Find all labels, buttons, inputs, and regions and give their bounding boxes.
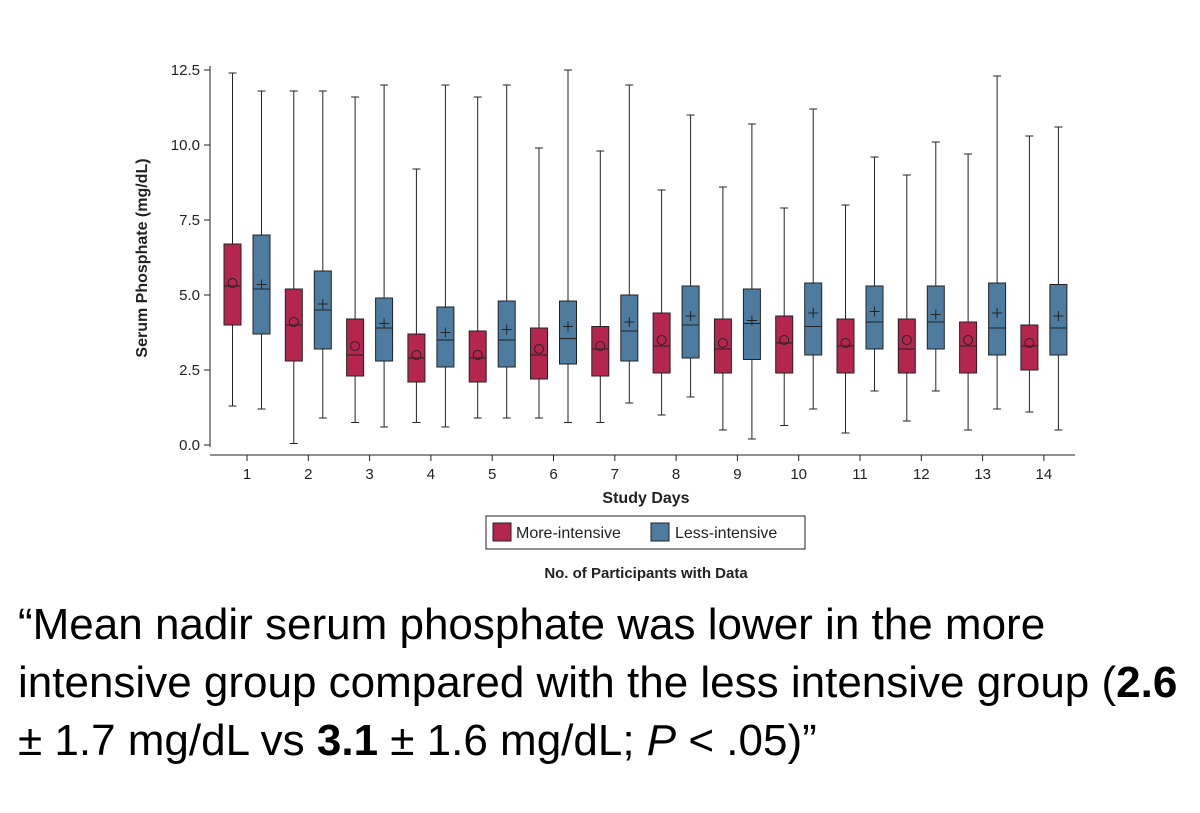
quote-mid-2: ± 1.6 mg/dL;	[378, 716, 647, 765]
box-more-intensive	[897, 318, 916, 374]
box-more-intensive	[468, 330, 487, 383]
quote-value-more-intensive: 2.6	[1116, 658, 1178, 707]
box-less-intensive	[681, 285, 700, 359]
x-tick-label: 13	[974, 466, 991, 483]
legend: More-intensive Less-intensive	[485, 515, 806, 550]
participants-footer-label: No. of Participants with Data	[544, 565, 748, 582]
y-tick-label: 7.5	[179, 212, 200, 229]
mean-marker-more-intensive	[288, 317, 299, 327]
x-tick-label: 8	[672, 466, 680, 483]
y-tick-label: 12.5	[171, 62, 200, 79]
quote-p-symbol: P	[646, 716, 677, 765]
mean-marker-more-intensive	[411, 350, 422, 360]
x-tick-label: 14	[1036, 466, 1053, 483]
box-more-intensive	[959, 321, 978, 374]
mean-marker-more-intensive	[656, 335, 667, 345]
legend-label-less-intensive: Less-intensive	[675, 525, 777, 542]
y-tick-label: 2.5	[179, 362, 200, 379]
mean-marker-more-intensive	[350, 341, 361, 351]
quote-mid-1: ± 1.7 mg/dL vs	[18, 716, 317, 765]
x-tick-label: 9	[733, 466, 741, 483]
x-axis-title: Study Days	[602, 490, 689, 507]
box-more-intensive	[591, 326, 610, 377]
mean-marker-more-intensive	[963, 335, 974, 345]
mean-marker-more-intensive	[901, 335, 912, 345]
quote-open: “Mean nadir serum phosphate was lower in…	[18, 600, 1117, 707]
mean-marker-more-intensive	[534, 344, 544, 354]
box-less-intensive	[804, 282, 823, 356]
x-tick-label: 6	[549, 466, 557, 483]
x-tick-label: 12	[913, 466, 930, 483]
x-tick-label: 7	[611, 466, 619, 483]
y-axis-title: Serum Phosphate (mg/dL)	[134, 158, 151, 357]
x-tick-label: 1	[243, 466, 251, 483]
x-tick-label: 11	[852, 466, 868, 483]
y-tick-label: 0.0	[179, 437, 200, 454]
box-less-intensive	[620, 294, 639, 362]
box-more-intensive	[346, 318, 365, 377]
plot-area: 0.02.55.07.510.012.51 2 3 4 5 6 7 8 9 10 11 12 13 14	[171, 62, 1075, 483]
mean-marker-more-intensive	[227, 278, 238, 288]
legend-swatch-more-intensive	[492, 522, 512, 542]
box-less-intensive	[375, 297, 394, 362]
mean-marker-more-intensive	[717, 338, 728, 348]
quote-value-less-intensive: 3.1	[316, 716, 379, 765]
mean-marker-more-intensive	[1024, 338, 1035, 348]
box-more-intensive	[223, 243, 242, 326]
quote-text: “Mean nadir serum phosphate was lower in…	[18, 596, 1188, 770]
x-tick-label: 4	[427, 466, 435, 483]
box-less-intensive	[865, 285, 884, 350]
y-tick-label: 5.0	[179, 287, 200, 304]
box-more-intensive	[652, 312, 671, 374]
mean-marker-more-intensive	[840, 338, 851, 348]
legend-label-more-intensive: More-intensive	[516, 525, 621, 542]
legend-frame	[485, 515, 806, 550]
quote-close: < .05)”	[676, 716, 817, 765]
box-plot-chart: 0.02.55.07.510.012.51 2 3 4 5 6 7 8 9 10 11 12 13 14 …	[134, 62, 1075, 582]
box-more-intensive	[713, 318, 732, 374]
x-tick-label: 2	[304, 466, 312, 483]
mean-marker-more-intensive	[779, 335, 790, 345]
legend-swatch-less-intensive	[650, 522, 670, 542]
x-tick-label: 3	[365, 466, 373, 483]
x-tick-label: 5	[488, 466, 496, 483]
mean-marker-more-intensive	[595, 341, 606, 351]
box-less-intensive	[988, 282, 1007, 356]
mean-marker-more-intensive	[472, 350, 483, 360]
box-less-intensive	[559, 300, 577, 365]
y-tick-label: 10.0	[171, 137, 200, 154]
x-tick-label: 10	[790, 466, 807, 483]
